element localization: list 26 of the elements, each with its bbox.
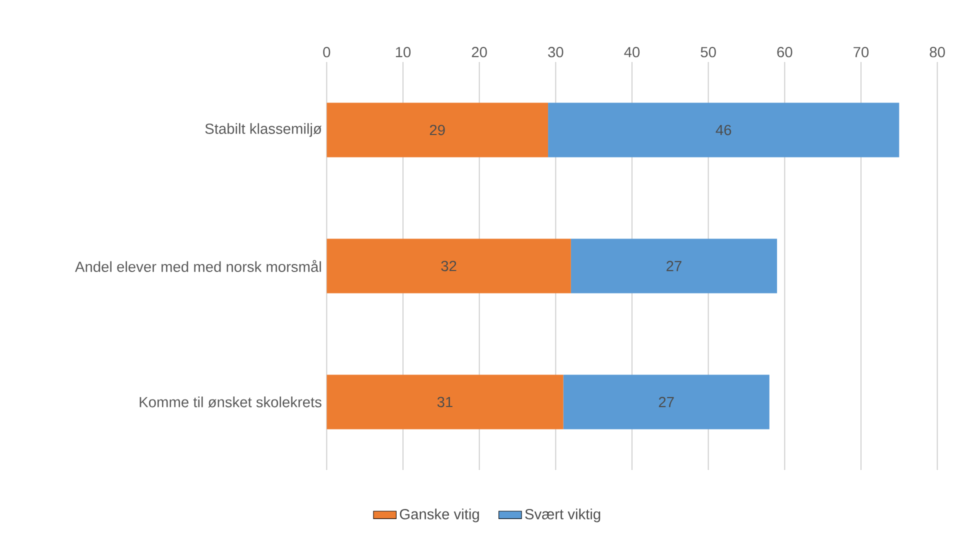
- data-label: 29: [430, 124, 445, 136]
- y-tick-label: Stabilt klassemiljø: [205, 123, 322, 137]
- bar: [326, 238, 571, 294]
- x-tick-label: 0: [323, 46, 330, 58]
- bar: [570, 238, 778, 294]
- x-tick-label: 60: [777, 46, 792, 58]
- y-tick-label: Komme til ønsket skolekrets: [140, 396, 322, 408]
- x-tick-label: 80: [930, 46, 945, 58]
- x-tick-label: 30: [548, 46, 564, 58]
- x-tick-label: 20: [472, 46, 487, 58]
- legend-label: Ganske vitig: [400, 508, 479, 522]
- y-tick-label: Andel elever med med norsk morsmål: [74, 260, 321, 272]
- legend-label: Svært viktig: [525, 508, 600, 522]
- bar: [548, 102, 900, 158]
- data-label: 27: [658, 396, 674, 408]
- bar: [326, 374, 564, 430]
- bar: [326, 102, 548, 158]
- x-tick-label: 70: [854, 46, 869, 58]
- data-label: 31: [437, 396, 452, 408]
- data-label: 46: [716, 124, 732, 136]
- data-label: 32: [441, 260, 456, 272]
- data-label: 27: [666, 260, 682, 272]
- x-tick-label: 50: [700, 46, 716, 58]
- x-tick-label: 10: [396, 46, 411, 58]
- x-tick-label: 40: [624, 46, 640, 58]
- bar: [563, 374, 770, 430]
